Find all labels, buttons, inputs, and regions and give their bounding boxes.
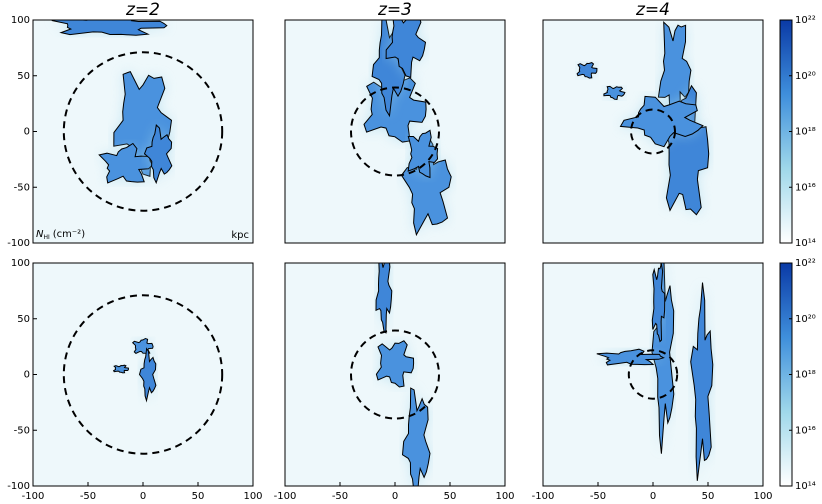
absorber [98,142,154,184]
colorbar-tick-label: 10¹⁶ [795,425,816,436]
colorbar-tick-label: 10²² [795,15,816,26]
absorber [596,348,665,366]
x-tick-label: 0 [650,491,656,502]
virial-circle [62,294,224,455]
x-tick-label: -50 [590,491,606,502]
x-tick-label: -100 [22,491,45,502]
panel-maps [363,20,452,237]
panel-maps [51,20,173,185]
colorbar-tick-label: 10¹⁸ [795,127,816,138]
panel-bg [543,263,763,486]
virial-circle [630,108,676,155]
y-tick-label: 50 [17,71,30,82]
panel-maps [112,337,157,403]
colorbar-tick-label: 10¹⁸ [795,370,816,381]
absorber [143,123,173,185]
y-tick-label: -100 [7,238,30,249]
panel-frame [542,19,764,244]
x-tick-label: 50 [702,491,715,502]
absorber [690,282,714,481]
virial-circle [62,51,224,212]
y-tick-label: 50 [17,314,30,325]
x-tick-label: -50 [332,491,348,502]
x-tick-label: 100 [243,491,262,502]
panel-maps [375,263,431,486]
x-tick-label: 0 [140,491,146,502]
x-tick-label: -100 [532,491,555,502]
subscript: HI [43,234,50,241]
x-tick-label: -100 [274,491,297,502]
y-tick-label: 100 [11,15,30,26]
colorbar-tick-label: 10¹⁴ [795,238,816,249]
x-tick-label: -50 [80,491,96,502]
colorbar-tick-label: 10²⁰ [795,314,816,325]
absorber [619,95,704,148]
absorber [138,347,157,403]
colorbar-tick-label: 10¹⁶ [795,182,816,193]
x-tick-label: 50 [444,491,457,502]
absorber [407,129,439,179]
symbol: N [36,229,44,240]
y-tick-label: 0 [24,370,30,381]
y-tick-label: -50 [14,182,30,193]
x-tick-label: 0 [392,491,398,502]
absorber [375,263,393,334]
absorber [576,62,598,79]
panel-maps [596,263,714,481]
x-tick-label: 100 [495,491,514,502]
y-tick-label: -100 [7,481,30,492]
absorber [385,20,427,78]
virial-circle [350,329,440,420]
x-tick-label: 50 [192,491,205,502]
colorbar-tick-label: 10¹⁴ [795,481,816,492]
panel-frame [284,19,506,244]
y-tick-label: 0 [24,127,30,138]
x-tick-label: 100 [753,491,772,502]
absorber [112,364,130,374]
absorber [651,263,666,343]
panel-title: z=4 [635,0,670,20]
y-tick-label: 100 [11,258,30,269]
panel-maps [576,20,710,216]
absorber [51,20,168,36]
absorber [603,85,626,101]
panel-title: z=2 [125,0,160,20]
absorber [401,387,431,486]
unit: (cm⁻²) [53,229,85,240]
absorber [375,340,415,388]
virial-circle [350,86,440,177]
density-label: NHI (cm⁻²) [36,229,85,241]
absorber [400,134,452,237]
panel-title: z=3 [377,0,412,20]
colorbar-tick-label: 10²⁰ [795,71,816,82]
scale-unit: kpc [231,230,249,241]
colorbar-tick-label: 10²² [795,258,816,269]
y-tick-label: -50 [14,425,30,436]
virial-circle [627,349,679,400]
absorber [363,77,427,143]
